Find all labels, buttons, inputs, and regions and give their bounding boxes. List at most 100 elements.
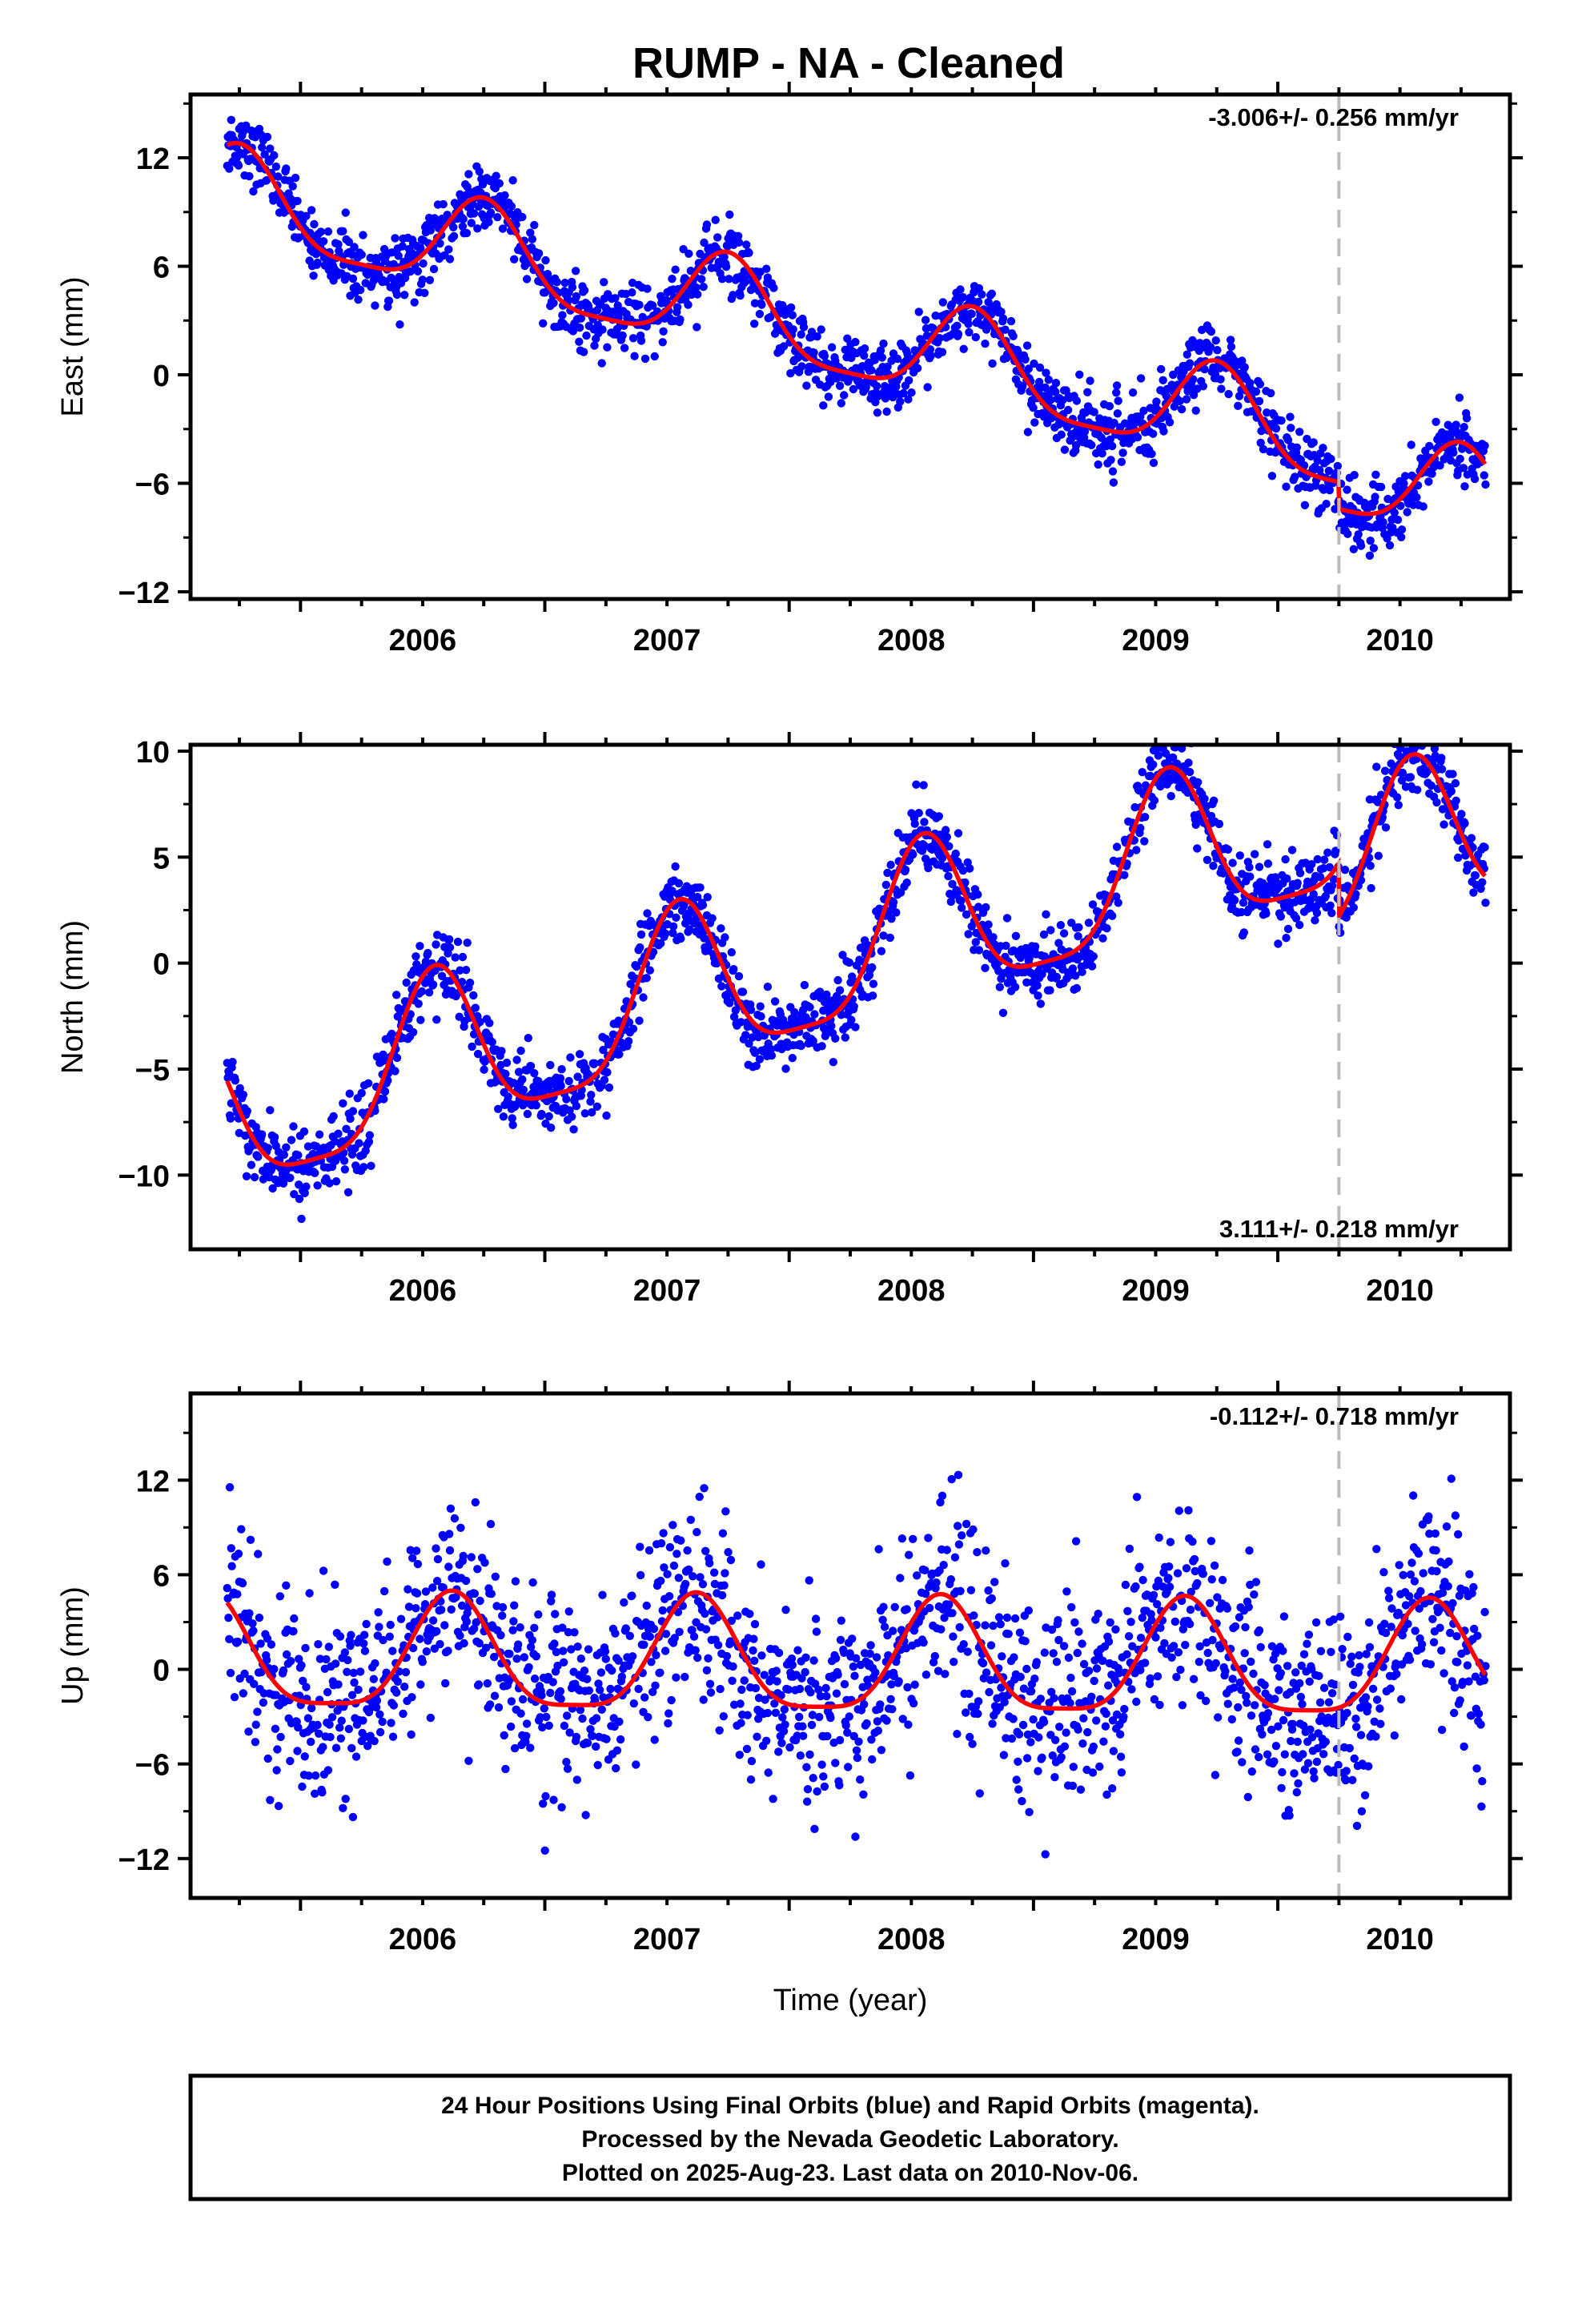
data-point <box>532 1652 540 1661</box>
data-point <box>635 1016 644 1025</box>
data-point <box>812 1627 821 1636</box>
data-point <box>359 1630 369 1639</box>
data-point <box>266 1106 275 1115</box>
data-point <box>560 1721 569 1731</box>
data-point <box>905 1771 915 1780</box>
data-point <box>311 1168 319 1178</box>
y-tick-label: −12 <box>118 577 170 610</box>
data-point <box>988 359 997 368</box>
data-point <box>753 1732 761 1741</box>
plot-area <box>223 1470 1490 1859</box>
data-point <box>764 1768 773 1777</box>
data-point <box>550 1639 559 1648</box>
data-point <box>546 1688 555 1698</box>
data-point <box>419 259 428 268</box>
data-point <box>984 1586 993 1595</box>
data-point <box>635 300 644 309</box>
data-point <box>1002 941 1010 951</box>
data-point <box>750 320 759 328</box>
data-point <box>1367 883 1375 893</box>
data-point <box>1211 1659 1220 1668</box>
data-point <box>797 362 806 371</box>
data-point <box>745 1610 754 1618</box>
data-point <box>297 1661 306 1670</box>
data-point <box>946 1575 956 1584</box>
data-point <box>389 1701 398 1710</box>
data-point <box>369 1675 378 1683</box>
data-point <box>1060 1742 1070 1751</box>
data-point <box>1321 891 1331 901</box>
data-point <box>953 1730 962 1739</box>
data-point <box>464 170 473 179</box>
data-point <box>1325 862 1335 872</box>
data-point <box>584 1645 593 1654</box>
data-point <box>746 1005 756 1015</box>
data-point <box>1149 1590 1158 1600</box>
data-point <box>801 1667 809 1677</box>
data-point <box>444 245 453 254</box>
data-point <box>400 257 408 267</box>
data-point <box>1415 726 1423 734</box>
data-point <box>1471 871 1480 880</box>
data-point <box>514 1640 523 1649</box>
data-point <box>322 1655 331 1664</box>
data-point <box>766 1045 776 1054</box>
data-point <box>575 324 584 332</box>
data-point <box>781 1720 789 1729</box>
data-point <box>822 1691 831 1701</box>
data-point <box>1170 1617 1180 1626</box>
data-point <box>339 1156 349 1165</box>
y-tick-label: 5 <box>153 842 170 875</box>
data-point <box>835 986 845 995</box>
data-point <box>755 309 765 319</box>
data-point <box>1309 438 1318 447</box>
x-tick-label: 2006 <box>389 624 457 657</box>
data-point <box>685 925 694 934</box>
data-point <box>1227 342 1236 352</box>
data-point <box>586 1097 595 1106</box>
data-point <box>478 180 488 189</box>
data-point <box>467 1553 476 1562</box>
data-point <box>344 1724 353 1734</box>
data-point <box>1454 853 1463 862</box>
data-point <box>645 1632 654 1641</box>
data-point <box>1374 851 1383 860</box>
data-point <box>413 1559 423 1569</box>
data-point <box>420 288 429 297</box>
data-point <box>1062 1728 1070 1737</box>
data-point <box>1108 467 1118 476</box>
data-point <box>559 1658 568 1667</box>
data-point <box>396 320 404 329</box>
data-point <box>1329 875 1339 884</box>
data-point <box>664 1719 673 1728</box>
data-point <box>437 1606 446 1614</box>
data-point <box>451 953 460 962</box>
data-point <box>1102 924 1111 933</box>
data-point <box>362 1619 371 1629</box>
data-point <box>385 1632 394 1641</box>
data-point <box>736 291 745 300</box>
data-point <box>954 329 963 339</box>
data-point <box>616 1735 625 1744</box>
data-point <box>844 1763 853 1771</box>
data-point <box>228 1057 237 1067</box>
data-point <box>1251 850 1259 858</box>
data-point <box>475 167 484 176</box>
data-point <box>1480 441 1489 450</box>
data-point <box>237 1525 246 1534</box>
data-point <box>901 865 910 875</box>
data-point <box>1343 529 1352 538</box>
data-point <box>270 1665 279 1674</box>
data-point <box>982 1546 990 1555</box>
data-point <box>982 1668 991 1677</box>
data-point <box>1349 545 1359 553</box>
data-point <box>426 1713 435 1723</box>
data-point <box>737 1018 745 1027</box>
data-point <box>1380 766 1390 775</box>
data-point <box>1397 525 1407 534</box>
data-point <box>1018 1720 1028 1730</box>
data-point <box>1459 464 1468 472</box>
y-axis-label: East (mm) <box>56 276 90 416</box>
data-point <box>1109 478 1118 487</box>
